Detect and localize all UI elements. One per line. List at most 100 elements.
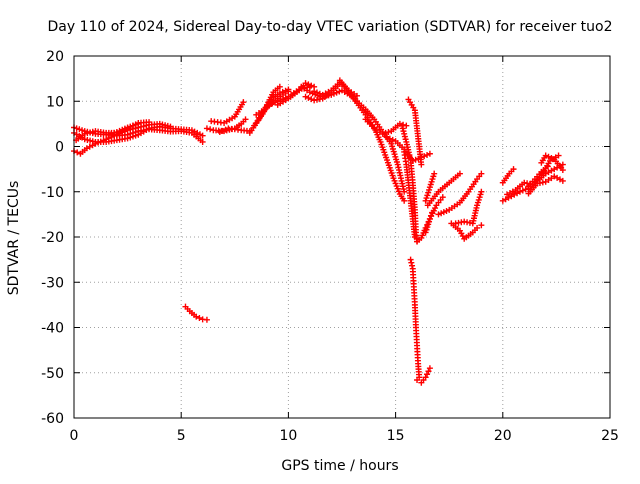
data-point: [412, 156, 419, 163]
x-axis-label: GPS time / hours: [281, 458, 398, 474]
y-tick-label: -40: [41, 321, 64, 337]
data-series: [448, 220, 485, 242]
data-point: [401, 130, 408, 137]
data-series: [525, 163, 551, 190]
data-point: [422, 197, 429, 204]
y-tick-label: -30: [41, 275, 64, 291]
data-point: [401, 188, 408, 195]
data-point: [389, 136, 396, 143]
data-point: [193, 313, 200, 320]
data-point: [545, 153, 552, 160]
data-point: [167, 123, 174, 130]
data-point: [400, 128, 407, 135]
data-point: [408, 259, 415, 266]
axis-ticks: 0 5 10 15 20 25 -60 -50 -40 -30 -20 -10 0 10 20: [41, 49, 619, 444]
data-point: [426, 150, 433, 157]
data-series: [525, 173, 566, 197]
data-series: [182, 303, 210, 323]
data-point: [439, 194, 446, 201]
data-point: [402, 136, 409, 143]
data-point: [399, 125, 406, 132]
x-tick-label: 10: [279, 428, 297, 444]
y-tick-label: 0: [55, 140, 64, 156]
data-point: [219, 127, 226, 134]
data-point: [559, 177, 566, 184]
data-point: [146, 119, 153, 126]
data-point: [425, 221, 432, 228]
data-point: [203, 316, 210, 323]
data-series: [208, 99, 247, 126]
data-point: [414, 376, 421, 383]
data-point: [559, 167, 566, 174]
data-point: [382, 129, 389, 136]
data-point: [426, 215, 433, 222]
data-point: [474, 202, 481, 209]
y-tick-label: -60: [41, 411, 64, 427]
data-point: [428, 178, 435, 185]
data-point: [522, 186, 529, 193]
data-point: [423, 195, 430, 202]
y-tick-label: 20: [46, 49, 64, 65]
data-point: [302, 80, 309, 87]
data-point: [311, 88, 318, 95]
data-point: [555, 152, 562, 159]
data-points: [71, 77, 566, 386]
data-point: [542, 152, 549, 159]
grid-lines: [74, 56, 610, 418]
data-series: [422, 194, 446, 236]
data-point: [418, 161, 425, 168]
data-point: [424, 151, 431, 158]
data-point: [302, 93, 309, 100]
data-point: [240, 99, 247, 106]
data-point: [478, 222, 485, 229]
data-series: [424, 170, 463, 209]
data-point: [276, 83, 283, 90]
data-point: [401, 197, 408, 204]
data-point: [199, 138, 206, 145]
data-point: [407, 256, 414, 263]
data-series: [414, 365, 433, 386]
data-series: [435, 170, 485, 218]
data-point: [422, 229, 429, 236]
data-point: [316, 90, 323, 97]
data-point: [423, 226, 430, 233]
data-series: [401, 148, 418, 240]
data-point: [510, 166, 517, 173]
data-point: [399, 122, 406, 129]
data-point: [385, 129, 392, 136]
data-series: [538, 152, 566, 174]
data-point: [429, 210, 436, 217]
data-point: [354, 92, 361, 99]
data-point: [305, 94, 312, 101]
data-point: [422, 374, 429, 381]
data-point: [222, 126, 229, 133]
data-series: [499, 166, 517, 186]
data-point: [432, 205, 439, 212]
data-point: [430, 207, 437, 214]
data-point: [105, 131, 112, 138]
data-point: [478, 188, 485, 195]
data-point: [431, 170, 438, 177]
data-point: [424, 224, 431, 231]
y-tick-label: -50: [41, 366, 64, 382]
data-point: [409, 262, 416, 269]
data-point: [424, 192, 431, 199]
data-point: [425, 189, 432, 196]
data-point: [559, 161, 566, 168]
y-tick-label: 10: [46, 94, 64, 110]
data-point: [379, 130, 386, 137]
data-point: [308, 82, 315, 89]
data-point: [207, 126, 214, 133]
data-point: [477, 191, 484, 198]
data-point: [108, 130, 115, 137]
data-series: [422, 170, 438, 204]
data-point: [456, 170, 463, 177]
data-point: [401, 133, 408, 140]
data-point: [203, 125, 210, 132]
data-point: [199, 132, 206, 139]
data-point: [544, 163, 551, 170]
x-tick-label: 15: [387, 428, 405, 444]
data-point: [384, 134, 391, 141]
data-point: [426, 186, 433, 193]
